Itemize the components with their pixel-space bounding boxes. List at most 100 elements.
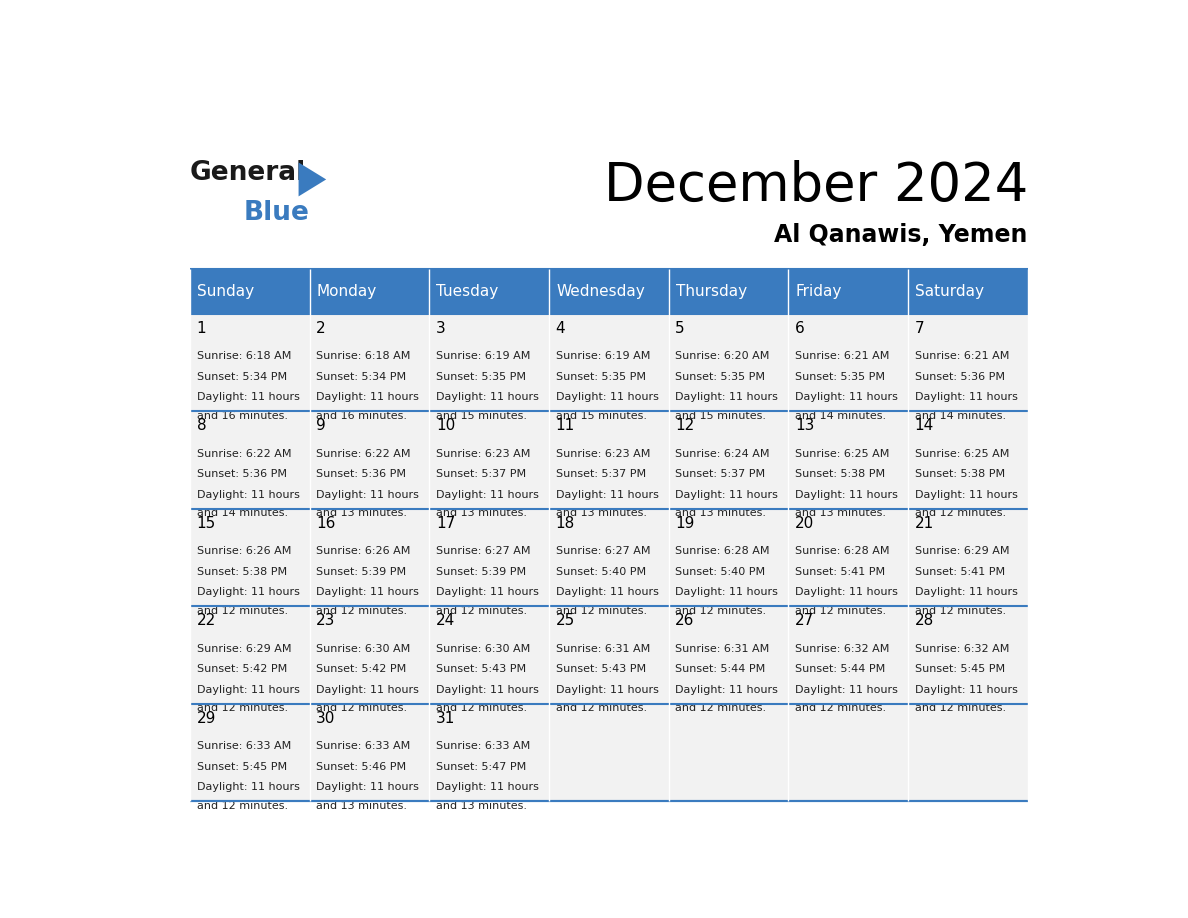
Bar	[190, 411, 310, 509]
Text: and 12 minutes.: and 12 minutes.	[795, 703, 886, 713]
Text: Sunset: 5:34 PM: Sunset: 5:34 PM	[196, 372, 286, 382]
Bar	[908, 607, 1028, 704]
Text: 11: 11	[556, 419, 575, 433]
Bar	[908, 411, 1028, 509]
Text: Sunrise: 6:24 AM: Sunrise: 6:24 AM	[675, 449, 770, 459]
Text: Sunset: 5:41 PM: Sunset: 5:41 PM	[795, 566, 885, 577]
Text: Daylight: 11 hours: Daylight: 11 hours	[915, 489, 1018, 499]
Bar	[669, 269, 789, 314]
Text: and 13 minutes.: and 13 minutes.	[316, 800, 407, 811]
Text: Sunset: 5:35 PM: Sunset: 5:35 PM	[436, 372, 526, 382]
Text: Sunset: 5:34 PM: Sunset: 5:34 PM	[316, 372, 406, 382]
Bar	[908, 704, 1028, 801]
Text: 12: 12	[675, 419, 695, 433]
Bar	[310, 607, 429, 704]
Text: Daylight: 11 hours: Daylight: 11 hours	[316, 782, 419, 792]
Text: Thursday: Thursday	[676, 284, 747, 299]
Bar	[789, 607, 908, 704]
Bar	[669, 411, 789, 509]
Polygon shape	[298, 162, 327, 196]
Text: Sunset: 5:43 PM: Sunset: 5:43 PM	[556, 665, 646, 675]
Text: Sunset: 5:42 PM: Sunset: 5:42 PM	[316, 665, 406, 675]
Text: and 16 minutes.: and 16 minutes.	[316, 410, 407, 420]
Bar	[908, 509, 1028, 607]
Text: Daylight: 11 hours: Daylight: 11 hours	[675, 392, 778, 402]
Text: and 13 minutes.: and 13 minutes.	[795, 509, 886, 518]
Text: Sunset: 5:44 PM: Sunset: 5:44 PM	[795, 665, 885, 675]
Text: Sunset: 5:39 PM: Sunset: 5:39 PM	[436, 566, 526, 577]
Bar	[669, 704, 789, 801]
Text: Sunrise: 6:32 AM: Sunrise: 6:32 AM	[915, 644, 1009, 654]
Text: Sunrise: 6:27 AM: Sunrise: 6:27 AM	[556, 546, 650, 556]
Text: Sunrise: 6:30 AM: Sunrise: 6:30 AM	[316, 644, 411, 654]
Text: Sunrise: 6:22 AM: Sunrise: 6:22 AM	[196, 449, 291, 459]
Text: 10: 10	[436, 419, 455, 433]
Bar	[429, 607, 549, 704]
Text: Daylight: 11 hours: Daylight: 11 hours	[196, 588, 299, 598]
Bar	[549, 509, 669, 607]
Text: and 14 minutes.: and 14 minutes.	[915, 410, 1006, 420]
Text: Daylight: 11 hours: Daylight: 11 hours	[915, 392, 1018, 402]
Text: Daylight: 11 hours: Daylight: 11 hours	[436, 782, 539, 792]
Text: 27: 27	[795, 613, 814, 629]
Bar	[190, 314, 310, 411]
Bar	[789, 509, 908, 607]
Bar	[549, 607, 669, 704]
Text: Sunrise: 6:20 AM: Sunrise: 6:20 AM	[675, 352, 770, 361]
Text: 24: 24	[436, 613, 455, 629]
Text: Sunrise: 6:29 AM: Sunrise: 6:29 AM	[196, 644, 291, 654]
Bar	[789, 411, 908, 509]
Text: and 13 minutes.: and 13 minutes.	[675, 509, 766, 518]
Bar	[190, 509, 310, 607]
Text: Sunrise: 6:27 AM: Sunrise: 6:27 AM	[436, 546, 530, 556]
Text: 5: 5	[675, 320, 685, 336]
Bar	[190, 607, 310, 704]
Text: Daylight: 11 hours: Daylight: 11 hours	[316, 489, 419, 499]
Text: Sunrise: 6:23 AM: Sunrise: 6:23 AM	[436, 449, 530, 459]
Text: 20: 20	[795, 516, 814, 531]
Bar	[549, 704, 669, 801]
Text: Daylight: 11 hours: Daylight: 11 hours	[915, 588, 1018, 598]
Text: 4: 4	[556, 320, 565, 336]
Text: 8: 8	[196, 419, 207, 433]
Text: and 12 minutes.: and 12 minutes.	[316, 606, 407, 616]
Text: and 12 minutes.: and 12 minutes.	[915, 703, 1006, 713]
Text: Sunset: 5:46 PM: Sunset: 5:46 PM	[316, 762, 406, 772]
Text: Daylight: 11 hours: Daylight: 11 hours	[795, 489, 898, 499]
Text: Sunset: 5:37 PM: Sunset: 5:37 PM	[675, 469, 765, 479]
Bar	[310, 411, 429, 509]
Text: Daylight: 11 hours: Daylight: 11 hours	[556, 685, 658, 695]
Text: Sunrise: 6:31 AM: Sunrise: 6:31 AM	[556, 644, 650, 654]
Text: 17: 17	[436, 516, 455, 531]
Text: 6: 6	[795, 320, 804, 336]
Text: 16: 16	[316, 516, 335, 531]
Bar	[908, 314, 1028, 411]
Text: 22: 22	[196, 613, 216, 629]
Text: 9: 9	[316, 419, 326, 433]
Text: and 13 minutes.: and 13 minutes.	[436, 509, 527, 518]
Text: Sunrise: 6:28 AM: Sunrise: 6:28 AM	[675, 546, 770, 556]
Text: Sunset: 5:35 PM: Sunset: 5:35 PM	[556, 372, 645, 382]
Text: Daylight: 11 hours: Daylight: 11 hours	[436, 392, 539, 402]
Text: Sunset: 5:36 PM: Sunset: 5:36 PM	[915, 372, 1005, 382]
Text: Wednesday: Wednesday	[556, 284, 645, 299]
Text: Sunrise: 6:29 AM: Sunrise: 6:29 AM	[915, 546, 1009, 556]
Text: Sunrise: 6:21 AM: Sunrise: 6:21 AM	[915, 352, 1009, 361]
Text: and 13 minutes.: and 13 minutes.	[556, 509, 646, 518]
Text: Blue: Blue	[244, 200, 309, 226]
Text: Sunrise: 6:33 AM: Sunrise: 6:33 AM	[196, 742, 291, 752]
Text: 29: 29	[196, 711, 216, 726]
Text: Sunrise: 6:26 AM: Sunrise: 6:26 AM	[316, 546, 411, 556]
Text: and 12 minutes.: and 12 minutes.	[436, 606, 527, 616]
Bar	[789, 704, 908, 801]
Text: Monday: Monday	[317, 284, 377, 299]
Text: Tuesday: Tuesday	[436, 284, 499, 299]
Text: Sunrise: 6:32 AM: Sunrise: 6:32 AM	[795, 644, 890, 654]
Text: Sunrise: 6:28 AM: Sunrise: 6:28 AM	[795, 546, 890, 556]
Bar	[669, 314, 789, 411]
Text: Sunrise: 6:26 AM: Sunrise: 6:26 AM	[196, 546, 291, 556]
Text: Sunset: 5:41 PM: Sunset: 5:41 PM	[915, 566, 1005, 577]
Text: 15: 15	[196, 516, 216, 531]
Text: and 12 minutes.: and 12 minutes.	[196, 800, 287, 811]
Text: and 12 minutes.: and 12 minutes.	[196, 606, 287, 616]
